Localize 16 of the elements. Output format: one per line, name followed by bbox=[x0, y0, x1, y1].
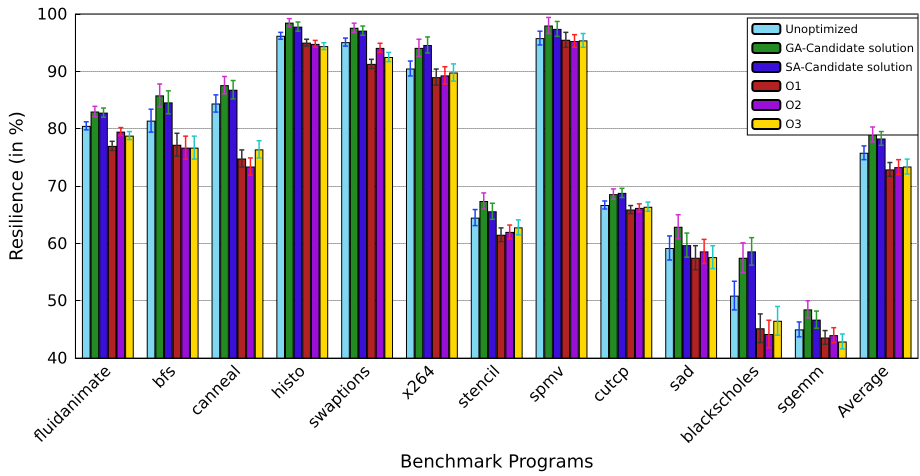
y-tick-label: 40 bbox=[47, 348, 68, 368]
y-tick-label: 100 bbox=[36, 4, 68, 24]
legend-label: SA-Candidate solution bbox=[785, 60, 913, 74]
y-tick-label: 50 bbox=[47, 291, 68, 310]
y-axis-title: Resilience (in %) bbox=[6, 111, 28, 261]
y-tick-label: 70 bbox=[47, 176, 68, 196]
x-axis-title: Benchmark Programs bbox=[400, 452, 594, 472]
y-tick-label: 60 bbox=[47, 234, 68, 253]
legend-label: O3 bbox=[785, 117, 802, 131]
legend-label: GA-Candidate solution bbox=[785, 41, 914, 55]
x-tick-label: bfs bbox=[148, 361, 180, 392]
y-tick-label: 90 bbox=[47, 62, 68, 81]
legend-label: O1 bbox=[785, 79, 802, 93]
legend-label: O2 bbox=[785, 98, 802, 112]
y-tick-label: 80 bbox=[47, 119, 68, 138]
legend-label: Unoptimized bbox=[785, 22, 858, 36]
